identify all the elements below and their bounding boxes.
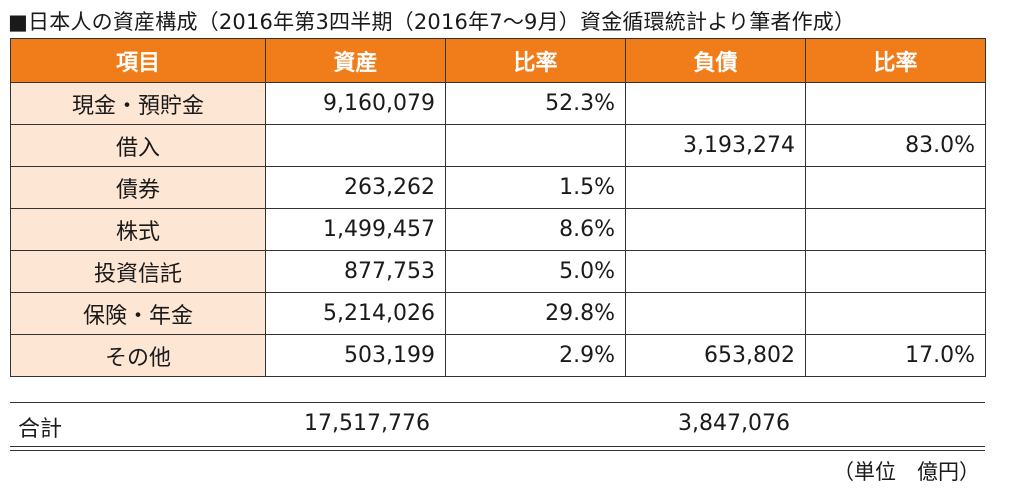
- row-liability: [625, 292, 806, 335]
- row-liability: [625, 250, 806, 293]
- unit-note: （単位 億円）: [833, 460, 980, 484]
- row-asset: 877,753: [265, 250, 446, 293]
- row-item: 現金・預貯金: [10, 82, 266, 125]
- total-row: 合計 17,517,776 3,847,076: [10, 404, 985, 446]
- row-liability-ratio: [805, 292, 986, 335]
- row-asset: 5,214,026: [265, 292, 446, 335]
- total-liability: 3,847,076: [678, 411, 790, 436]
- row-liability: [625, 82, 806, 125]
- row-liability-ratio: [805, 82, 986, 125]
- total-top-rule: [10, 402, 985, 403]
- table-row: 債券 263,262 1.5%: [10, 166, 986, 209]
- header-item: 項目: [10, 38, 266, 83]
- table-row: 現金・預貯金 9,160,079 52.3%: [10, 82, 986, 125]
- total-asset: 17,517,776: [304, 411, 430, 436]
- table-row: 投資信託 877,753 5.0%: [10, 250, 986, 293]
- row-item: 投資信託: [10, 250, 266, 293]
- header-liability: 負債: [625, 38, 806, 83]
- row-asset-ratio: 5.0%: [445, 250, 626, 293]
- row-liability: [625, 166, 806, 209]
- row-asset: 1,499,457: [265, 208, 446, 251]
- row-item: 借入: [10, 124, 266, 167]
- row-asset: 263,262: [265, 166, 446, 209]
- row-liability-ratio: 83.0%: [805, 124, 986, 167]
- row-asset-ratio: [445, 124, 626, 167]
- row-item: 株式: [10, 208, 266, 251]
- row-asset: 503,199: [265, 334, 446, 377]
- row-liability-ratio: [805, 208, 986, 251]
- row-liability-ratio: [805, 250, 986, 293]
- row-asset-ratio: 8.6%: [445, 208, 626, 251]
- total-bottom-double-rule: [10, 450, 985, 451]
- table-row: 借入 3,193,274 83.0%: [10, 124, 986, 167]
- table-row: その他 503,199 2.9% 653,802 17.0%: [10, 334, 986, 377]
- table-title: ■日本人の資産構成（2016年第3四半期（2016年7～9月）資金循環統計より筆…: [8, 10, 856, 34]
- row-item: その他: [10, 334, 266, 377]
- header-asset-ratio: 比率: [445, 38, 626, 83]
- row-asset: [265, 124, 446, 167]
- row-liability: 653,802: [625, 334, 806, 377]
- header-row: 項目 資産 比率 負債 比率: [10, 38, 986, 83]
- row-item: 保険・年金: [10, 292, 266, 335]
- header-asset: 資産: [265, 38, 446, 83]
- table-row: 株式 1,499,457 8.6%: [10, 208, 986, 251]
- row-item: 債券: [10, 166, 266, 209]
- row-liability-ratio: 17.0%: [805, 334, 986, 377]
- row-liability: 3,193,274: [625, 124, 806, 167]
- row-liability: [625, 208, 806, 251]
- total-bottom-rule: [10, 446, 985, 447]
- asset-liability-table: 項目 資産 比率 負債 比率 現金・預貯金 9,160,079 52.3% 借入…: [10, 38, 986, 377]
- row-asset-ratio: 29.8%: [445, 292, 626, 335]
- row-asset: 9,160,079: [265, 82, 446, 125]
- header-liability-ratio: 比率: [805, 38, 986, 83]
- total-label: 合計: [18, 417, 63, 442]
- row-liability-ratio: [805, 166, 986, 209]
- row-asset-ratio: 2.9%: [445, 334, 626, 377]
- table-row: 保険・年金 5,214,026 29.8%: [10, 292, 986, 335]
- row-asset-ratio: 52.3%: [445, 82, 626, 125]
- row-asset-ratio: 1.5%: [445, 166, 626, 209]
